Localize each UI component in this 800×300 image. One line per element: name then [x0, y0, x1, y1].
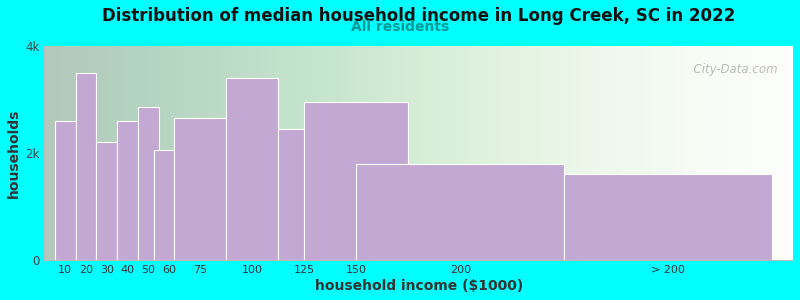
Text: City-Data.com: City-Data.com [686, 63, 778, 76]
Text: All residents: All residents [351, 20, 449, 34]
Bar [304, 102, 408, 260]
Bar [356, 164, 564, 260]
Bar [54, 121, 75, 260]
Bar [278, 129, 330, 260]
Bar [564, 174, 772, 260]
Bar [75, 73, 96, 260]
Bar [96, 142, 117, 260]
Title: Distribution of median household income in Long Creek, SC in 2022: Distribution of median household income … [102, 7, 735, 25]
Bar [117, 121, 138, 260]
Bar [226, 78, 278, 260]
X-axis label: household income ($1000): household income ($1000) [314, 279, 523, 293]
Bar [138, 107, 158, 260]
Bar [154, 150, 185, 260]
Y-axis label: households: households [7, 108, 21, 198]
Bar [174, 118, 226, 260]
